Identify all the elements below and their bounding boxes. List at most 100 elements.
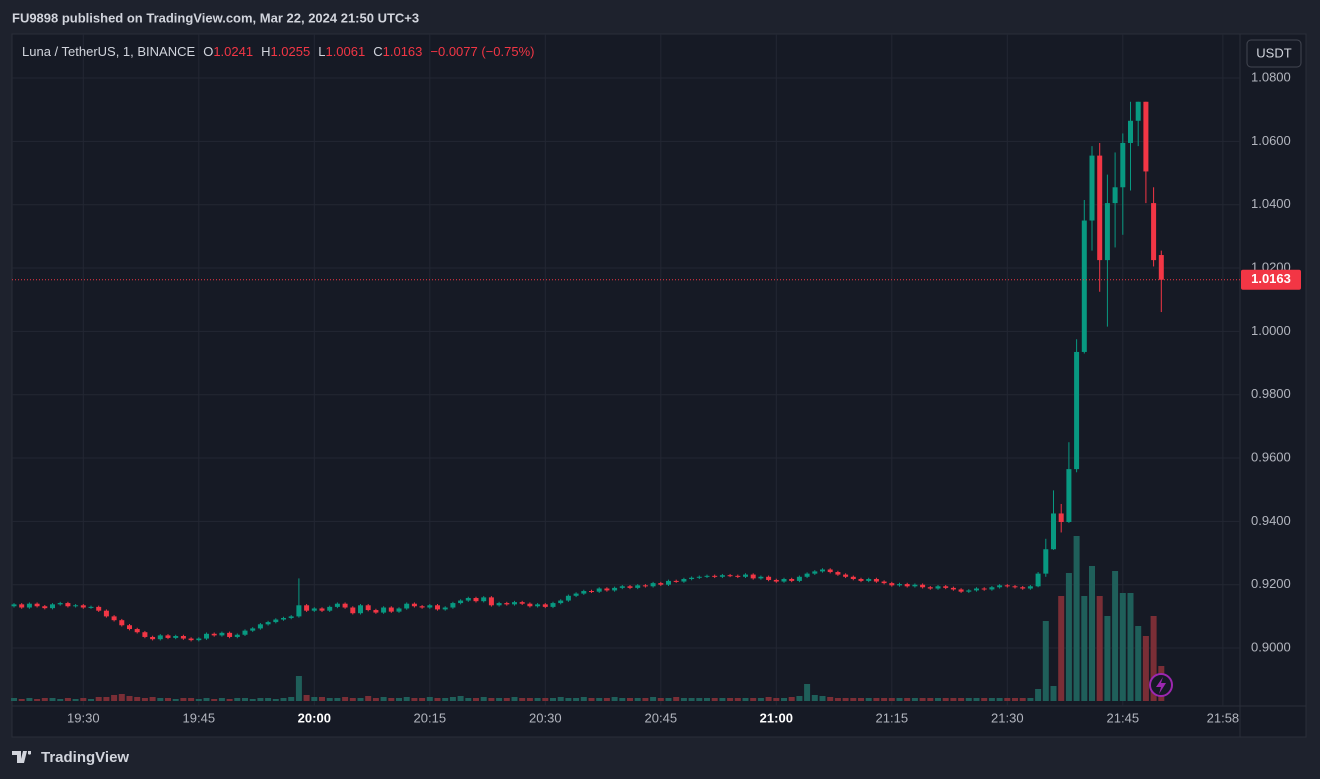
candle-body <box>712 575 718 577</box>
volume-bar <box>480 697 487 701</box>
candle-body <box>142 632 148 637</box>
volume-bar <box>180 698 187 701</box>
candle-body <box>912 584 918 587</box>
y-tick-label: 0.9200 <box>1251 576 1291 591</box>
candle-body <box>796 576 802 581</box>
candle-body <box>57 603 63 605</box>
chart-frame <box>11 33 1307 738</box>
volume-bar <box>788 697 795 701</box>
candle-body <box>411 603 417 607</box>
volume-bar <box>64 698 71 701</box>
candle-body <box>157 635 163 640</box>
volume-bar <box>1104 616 1111 701</box>
volume-bar <box>72 699 79 701</box>
volume-bar <box>226 699 233 701</box>
volume-bar <box>419 698 426 701</box>
candle-body <box>719 575 725 577</box>
volume-bar <box>488 698 495 701</box>
candle-body <box>696 576 702 578</box>
volume-bar <box>634 698 641 701</box>
volume-bar <box>603 698 610 701</box>
header-part: L <box>318 44 325 59</box>
volume-bar <box>673 697 680 701</box>
header-part: Luna / TetherUS, 1, BINANCE <box>22 44 196 59</box>
candle-body <box>1112 187 1118 204</box>
candle-body <box>365 605 371 611</box>
volume-bar <box>172 699 179 701</box>
candle-body <box>642 585 648 587</box>
candle-body <box>1027 586 1033 589</box>
volume-bar <box>896 698 903 701</box>
volume-bar <box>927 698 934 701</box>
candle-body <box>111 616 117 621</box>
candle-body <box>465 598 471 601</box>
candle-body <box>342 603 348 608</box>
volume-bar <box>242 698 248 701</box>
volume-bar <box>1142 636 1149 701</box>
volume-bar <box>1058 596 1065 701</box>
volume-bar <box>935 698 941 701</box>
volume-bar <box>950 698 957 701</box>
candle-body <box>727 575 733 577</box>
candle-body <box>127 625 132 630</box>
volume-bar <box>827 697 834 701</box>
candle-body <box>26 603 32 608</box>
candle-body <box>1128 120 1133 143</box>
y-tick-label: 1.0000 <box>1251 323 1291 338</box>
candle-body <box>635 585 641 588</box>
volume-bar <box>257 698 264 701</box>
volume-bar <box>1096 596 1103 701</box>
candle-body <box>612 587 618 591</box>
x-tick-label: 20:45 <box>645 710 678 725</box>
candle-body <box>1051 513 1056 550</box>
volume-bar <box>542 698 549 701</box>
candle-body <box>80 605 86 608</box>
candle-body <box>34 603 40 607</box>
volume-bar <box>973 698 980 701</box>
volume-bar <box>627 698 633 701</box>
volume-bar <box>357 698 364 701</box>
candle-body <box>827 569 833 573</box>
candle-body <box>234 634 240 637</box>
candle-body <box>658 583 664 585</box>
candle-body <box>311 608 317 611</box>
volume-layer <box>11 536 1165 701</box>
volume-bar <box>511 697 518 701</box>
candle-body <box>119 620 125 626</box>
volume-bar <box>773 698 780 701</box>
candle-body <box>350 607 356 614</box>
candle-body <box>673 580 679 582</box>
volume-bar <box>873 698 880 701</box>
candle-body <box>958 589 964 592</box>
publish-note: FU9898 published on TradingView.com, Mar… <box>12 10 419 25</box>
y-tick-label: 1.0600 <box>1251 133 1291 148</box>
header-part: H <box>261 44 270 59</box>
candle-body <box>812 571 818 574</box>
header-part: 1.0163 <box>383 44 423 59</box>
candle-body <box>435 605 440 610</box>
candle-body <box>450 603 456 608</box>
lightning-icon[interactable] <box>1149 673 1173 697</box>
currency-button[interactable]: USDT <box>1256 45 1291 60</box>
volume-bar <box>403 697 410 701</box>
volume-bar <box>365 696 372 701</box>
candle-body <box>196 638 202 641</box>
volume-bar <box>665 698 672 701</box>
candle-body <box>281 617 286 620</box>
volume-bar <box>757 698 764 701</box>
candle-body <box>304 605 310 611</box>
currency-button-box[interactable] <box>1246 39 1302 68</box>
volume-bar <box>18 699 25 701</box>
volume-bar <box>95 697 102 701</box>
volume-bar <box>588 698 595 701</box>
candle-body <box>604 588 610 591</box>
volume-bar <box>265 698 272 701</box>
candle-body <box>404 603 410 609</box>
x-tick-label: 20:00 <box>298 710 331 725</box>
volume-bar <box>865 698 872 701</box>
candle-body <box>650 583 656 587</box>
volume-bar <box>234 698 241 701</box>
candle-body <box>781 579 787 582</box>
candle-body <box>750 574 756 579</box>
